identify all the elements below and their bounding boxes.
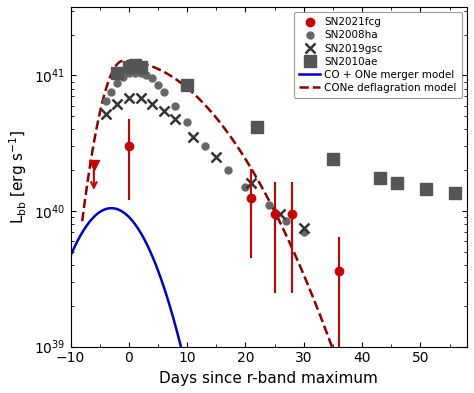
CONe deflagration model bbox=[79, 219, 85, 224]
SN2008ha bbox=[155, 83, 161, 87]
CONe deflagration model bbox=[251, 171, 257, 176]
CONe deflagration model bbox=[273, 211, 279, 216]
SN2008ha bbox=[126, 70, 132, 75]
CO + ONe merger model bbox=[140, 235, 146, 240]
SN2008ha bbox=[132, 70, 137, 75]
SN2010ae bbox=[453, 191, 458, 196]
SN2019gsc bbox=[149, 101, 155, 106]
SN2010ae bbox=[330, 157, 336, 162]
SN2008ha bbox=[173, 103, 178, 108]
Legend: SN2021fcg, SN2008ha, SN2019gsc, SN2010ae, CO + ONe merger model, CONe deflagrati: SN2021fcg, SN2008ha, SN2019gsc, SN2010ae… bbox=[294, 12, 462, 98]
SN2010ae bbox=[126, 65, 132, 70]
SN2008ha bbox=[225, 168, 231, 173]
Line: SN2010ae: SN2010ae bbox=[112, 59, 461, 199]
SN2008ha bbox=[120, 74, 126, 79]
SN2008ha bbox=[137, 70, 143, 75]
SN2010ae bbox=[254, 124, 260, 129]
CONe deflagration model bbox=[196, 96, 201, 101]
SN2008ha bbox=[283, 218, 289, 223]
CO + ONe merger model bbox=[56, 285, 62, 289]
SN2019gsc bbox=[114, 101, 120, 106]
SN2019gsc bbox=[103, 112, 109, 116]
SN2019gsc bbox=[126, 96, 132, 101]
SN2010ae bbox=[114, 70, 120, 75]
CONe deflagration model bbox=[146, 63, 151, 68]
SN2008ha bbox=[103, 99, 109, 103]
CONe deflagration model bbox=[336, 364, 342, 368]
SN2019gsc bbox=[137, 96, 143, 101]
CO + ONe merger model bbox=[139, 233, 145, 238]
SN2019gsc bbox=[190, 135, 196, 140]
SN2008ha bbox=[161, 90, 167, 95]
Line: CONe deflagration model: CONe deflagration model bbox=[82, 61, 339, 366]
SN2010ae bbox=[184, 83, 190, 87]
Line: CO + ONe merger model: CO + ONe merger model bbox=[59, 208, 234, 393]
X-axis label: Days since r-band maximum: Days since r-band maximum bbox=[159, 371, 378, 386]
SN2008ha bbox=[109, 90, 114, 95]
CONe deflagration model bbox=[120, 59, 126, 63]
SN2008ha bbox=[144, 73, 149, 78]
SN2010ae bbox=[394, 181, 400, 186]
CONe deflagration model bbox=[125, 59, 131, 63]
CO + ONe merger model bbox=[109, 206, 114, 211]
Line: SN2008ha: SN2008ha bbox=[102, 69, 307, 235]
CONe deflagration model bbox=[231, 139, 237, 144]
Line: SN2019gsc: SN2019gsc bbox=[100, 93, 309, 233]
SN2019gsc bbox=[301, 226, 307, 230]
SN2010ae bbox=[377, 176, 383, 180]
SN2019gsc bbox=[278, 212, 283, 217]
SN2019gsc bbox=[248, 181, 254, 186]
SN2008ha bbox=[184, 120, 190, 125]
SN2008ha bbox=[202, 144, 208, 149]
SN2019gsc bbox=[213, 155, 219, 160]
CO + ONe merger model bbox=[161, 283, 166, 288]
CO + ONe merger model bbox=[151, 257, 157, 262]
SN2008ha bbox=[243, 185, 248, 189]
SN2010ae bbox=[137, 65, 143, 70]
SN2010ae bbox=[132, 62, 137, 67]
SN2008ha bbox=[114, 81, 120, 85]
SN2010ae bbox=[423, 187, 429, 191]
Y-axis label: L$_{\rm bb}$ [erg s$^{-1}$]: L$_{\rm bb}$ [erg s$^{-1}$] bbox=[7, 129, 28, 224]
SN2019gsc bbox=[173, 116, 178, 121]
SN2008ha bbox=[149, 76, 155, 81]
SN2008ha bbox=[301, 230, 307, 234]
SN2019gsc bbox=[161, 108, 167, 113]
SN2008ha bbox=[266, 203, 272, 208]
